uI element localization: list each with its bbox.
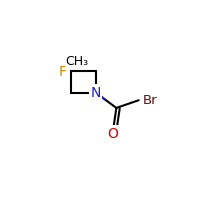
Text: CH₃: CH₃ xyxy=(66,55,89,68)
Text: N: N xyxy=(90,86,101,100)
Text: Br: Br xyxy=(143,94,157,107)
Text: O: O xyxy=(107,127,118,141)
Text: F: F xyxy=(59,65,67,79)
